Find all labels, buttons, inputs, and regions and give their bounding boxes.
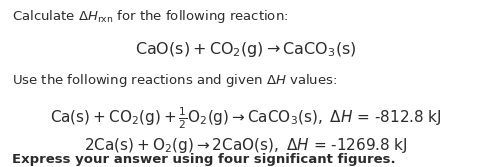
Text: Use the following reactions and given $\Delta H$ values:: Use the following reactions and given $\… [12,72,338,89]
Text: $\mathrm{CaO(s) + CO_2(g){\rightarrow}CaCO_3(s)}$: $\mathrm{CaO(s) + CO_2(g){\rightarrow}Ca… [135,40,357,59]
Text: $\mathrm{2Ca(s)+O_2(g){\rightarrow}2CaO(s),\ \Delta\mathit{H}}$ = -1269.8 kJ: $\mathrm{2Ca(s)+O_2(g){\rightarrow}2CaO(… [84,136,408,155]
Text: Calculate $\Delta H_{\mathrm{rxn}}$ for the following reaction:: Calculate $\Delta H_{\mathrm{rxn}}$ for … [12,8,289,25]
Text: $\mathrm{Ca(s)+CO_2(g)+\frac{1}{2}O_2(g){\rightarrow}CaCO_3(s),\ \Delta\mathit{H: $\mathrm{Ca(s)+CO_2(g)+\frac{1}{2}O_2(g)… [50,105,442,131]
Text: Express your answer using four significant figures.: Express your answer using four significa… [12,153,396,166]
